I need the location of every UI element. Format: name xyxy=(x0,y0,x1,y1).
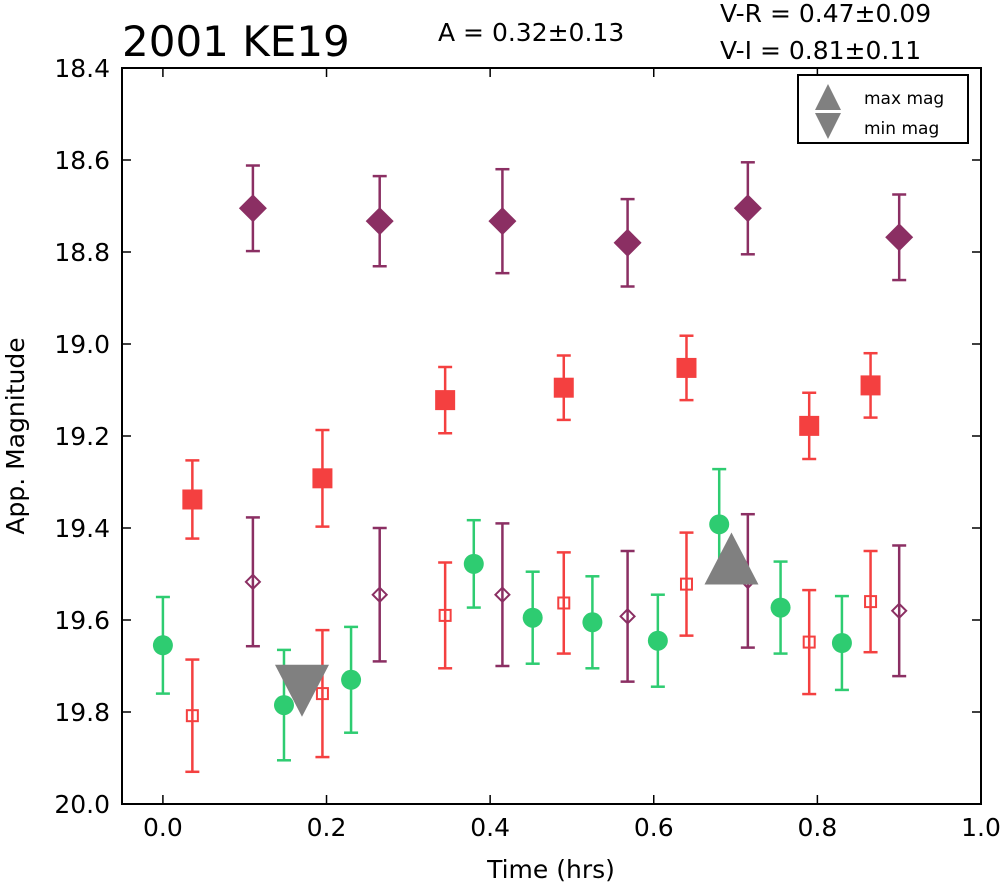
circle-point xyxy=(770,597,791,618)
legend-label-max: max mag xyxy=(864,89,944,109)
y-tick-label: 19.6 xyxy=(54,606,110,635)
x-tick-label: 0.6 xyxy=(634,813,674,842)
y-tick-label: 18.4 xyxy=(54,54,110,83)
square-point xyxy=(679,577,693,591)
diamond-point xyxy=(488,207,517,236)
axis-ticks: 0.0 0.2 0.4 0.6 0.8 1.0 18.4 18.6 18.8 19.0 19.2 19… xyxy=(54,54,1000,842)
square-point xyxy=(185,709,199,723)
diamond-point xyxy=(890,602,908,620)
max-mag-marker xyxy=(704,532,759,585)
legend-triangle-down-icon xyxy=(815,113,841,139)
square-point xyxy=(557,596,571,610)
circle-point xyxy=(152,635,173,656)
square-point xyxy=(864,595,878,609)
circle-point xyxy=(522,607,543,628)
diamond-point xyxy=(244,573,262,591)
legend-label-min: min mag xyxy=(864,119,939,139)
legend-triangle-up-icon xyxy=(815,84,841,110)
square-point xyxy=(676,357,697,378)
diamond-point xyxy=(885,223,914,252)
min-mag-marker xyxy=(274,664,329,717)
circle-point xyxy=(647,630,668,651)
square-point xyxy=(182,489,203,510)
x-axis-label: Time (hrs) xyxy=(486,855,615,884)
data-marks xyxy=(152,161,914,774)
diamond-point xyxy=(238,194,267,223)
square-point xyxy=(860,375,881,396)
legend: max mag min mag xyxy=(797,74,969,144)
y-tick-label: 18.6 xyxy=(54,146,110,175)
y-tick-label: 19.8 xyxy=(54,698,110,727)
square-point xyxy=(553,377,574,398)
circle-point xyxy=(273,695,294,716)
x-tick-label: 0.8 xyxy=(797,813,837,842)
diamond-point xyxy=(494,586,511,604)
color-index-vr: V-R = 0.47±0.09 xyxy=(720,0,931,28)
square-point xyxy=(435,390,456,411)
y-tick-label: 19.0 xyxy=(54,330,110,359)
y-tick-label: 18.8 xyxy=(54,238,110,267)
x-tick-label: 0.4 xyxy=(470,813,510,842)
diamond-point xyxy=(733,194,762,223)
square-point xyxy=(315,687,329,701)
circle-point xyxy=(463,553,484,574)
square-point xyxy=(438,608,452,622)
y-axis-label: App. Magnitude xyxy=(1,337,30,534)
diamond-point xyxy=(365,207,394,236)
plot-frame xyxy=(121,67,982,805)
x-tick-label: 1.0 xyxy=(961,813,1000,842)
y-tick-label: 19.2 xyxy=(54,422,110,451)
diamond-point xyxy=(613,228,642,257)
square-point xyxy=(802,635,816,649)
y-tick-label: 20.0 xyxy=(54,790,110,819)
chart-title: 2001 KE19 xyxy=(122,17,350,66)
x-tick-label: 0.2 xyxy=(307,813,347,842)
circle-point xyxy=(582,612,603,633)
diamond-point xyxy=(371,586,389,604)
color-index-vi: V-I = 0.81±0.11 xyxy=(720,36,921,65)
amplitude-text: A = 0.32±0.13 xyxy=(438,18,624,47)
circle-point xyxy=(341,669,362,690)
diamond-point xyxy=(619,607,636,625)
square-point xyxy=(799,415,820,436)
circle-point xyxy=(831,633,852,653)
circle-point xyxy=(709,514,730,535)
square-point xyxy=(312,468,333,489)
x-tick-label: 0.0 xyxy=(143,813,183,842)
y-tick-label: 19.4 xyxy=(54,514,110,543)
